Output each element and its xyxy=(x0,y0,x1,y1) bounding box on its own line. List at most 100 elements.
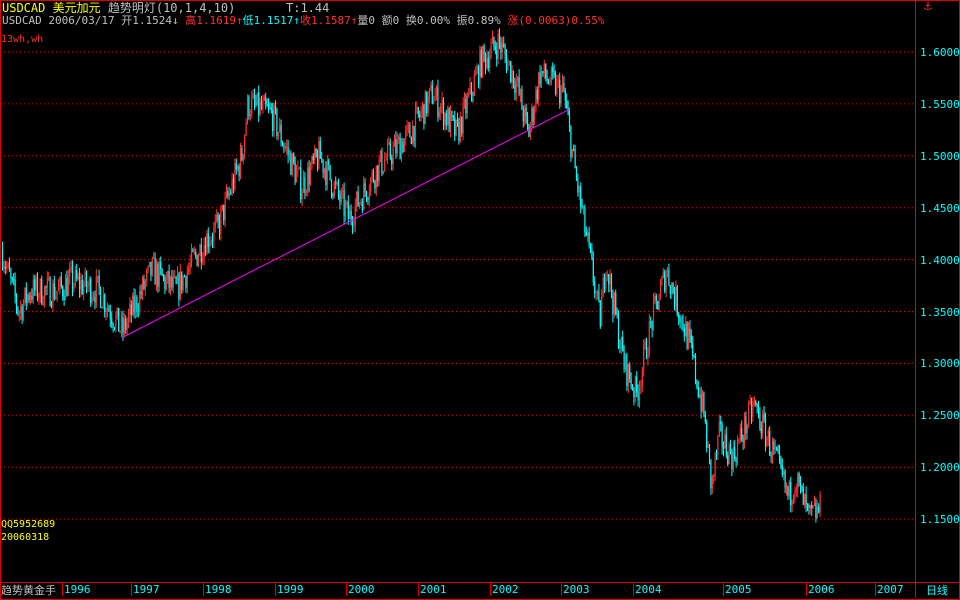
candle-body xyxy=(535,89,537,110)
candle-body xyxy=(489,56,491,69)
candle-body xyxy=(412,126,414,144)
candle-body xyxy=(322,159,324,173)
low-label: 低 xyxy=(242,14,254,27)
candle-body xyxy=(777,450,779,453)
candle-body xyxy=(613,292,615,315)
y-tick-label: 1.5000 xyxy=(920,149,960,163)
candle-body xyxy=(517,77,519,82)
indicator-name[interactable]: 趋势明灯(10,1,4,10) xyxy=(107,1,236,15)
candle-body xyxy=(673,293,676,307)
candle-body xyxy=(658,299,660,310)
candle-body xyxy=(608,273,610,285)
candle-body xyxy=(710,459,712,489)
anchor-icon[interactable]: ⚓ xyxy=(924,0,932,14)
period-selector[interactable]: 日线 xyxy=(926,584,948,597)
candle-body xyxy=(738,439,740,443)
candle-body xyxy=(426,91,428,114)
x-tick-label: 2007 xyxy=(875,583,904,596)
symbol: USDCAD xyxy=(2,1,46,15)
candle-body xyxy=(720,421,722,425)
candle-body xyxy=(265,96,267,105)
candle-body xyxy=(228,192,230,197)
candle-body xyxy=(482,46,484,77)
candle-body xyxy=(6,266,8,269)
candle-body xyxy=(377,165,379,182)
candle-body xyxy=(20,306,22,313)
candle-body xyxy=(237,166,239,170)
candle-body xyxy=(244,135,246,155)
candle-body xyxy=(797,473,799,490)
candle-body xyxy=(480,50,482,77)
candle-body xyxy=(816,506,818,518)
candle-body xyxy=(470,83,473,95)
candle-body xyxy=(386,144,389,159)
brand-label: 趋势黄金手 xyxy=(1,584,56,597)
candle-body xyxy=(330,179,333,195)
candle-body xyxy=(146,270,148,282)
candle-body xyxy=(434,95,436,102)
candle-body xyxy=(760,428,762,434)
candle-body xyxy=(144,281,146,289)
candle-body xyxy=(259,102,261,115)
candle-body xyxy=(99,287,102,308)
candle-body xyxy=(423,104,425,125)
candle-body xyxy=(794,491,796,499)
candle-body xyxy=(11,277,13,279)
candle-body xyxy=(619,347,621,349)
candle-body xyxy=(703,392,705,415)
candle-body xyxy=(756,404,758,408)
candle-body xyxy=(556,79,558,94)
candle-body xyxy=(581,205,583,209)
candle-body xyxy=(661,277,663,285)
candle-body xyxy=(216,214,218,221)
candle-body xyxy=(473,75,475,96)
candle-body xyxy=(680,316,683,323)
candle-body xyxy=(704,414,706,423)
candle-body xyxy=(529,124,531,137)
candle-body xyxy=(361,201,363,211)
candle-body xyxy=(53,283,55,299)
candle-body xyxy=(14,280,16,296)
candle-body xyxy=(759,411,761,429)
candle-body xyxy=(293,153,295,163)
candle-body xyxy=(84,271,86,286)
candle-body xyxy=(17,307,19,314)
candle-body xyxy=(784,471,786,488)
candle-body xyxy=(459,117,461,141)
candle-body xyxy=(441,99,443,107)
candle-body xyxy=(372,171,375,182)
candle-body xyxy=(483,46,485,55)
volume: 量0 xyxy=(357,14,375,27)
candle-body xyxy=(375,165,377,189)
candle-body xyxy=(162,275,165,277)
candle-body xyxy=(552,67,554,72)
candle-body xyxy=(34,279,36,291)
candle-body xyxy=(554,74,557,94)
candle-body xyxy=(353,224,355,227)
candle-body xyxy=(217,214,219,222)
candle-body xyxy=(204,244,207,255)
candle-body xyxy=(269,106,271,108)
candle-body xyxy=(501,43,503,53)
candle-body xyxy=(633,389,635,398)
candle-body xyxy=(645,341,648,359)
candle-body xyxy=(106,308,109,312)
candle-body xyxy=(655,295,657,302)
candle-body xyxy=(799,482,802,486)
candle-body xyxy=(804,494,806,505)
candle-body xyxy=(644,341,646,347)
candle-body xyxy=(399,137,401,160)
candle-body xyxy=(752,404,754,417)
candle-body xyxy=(102,294,104,308)
candle-body xyxy=(543,63,545,74)
candle-body xyxy=(742,438,744,442)
candle-body xyxy=(358,202,361,207)
candle-body xyxy=(273,104,275,132)
candle-body xyxy=(171,276,173,288)
change-label: 涨 xyxy=(507,14,519,27)
candle-body xyxy=(67,276,69,296)
amount: 额0 xyxy=(381,14,400,27)
candle-body xyxy=(564,90,566,101)
candle-body xyxy=(97,275,99,277)
